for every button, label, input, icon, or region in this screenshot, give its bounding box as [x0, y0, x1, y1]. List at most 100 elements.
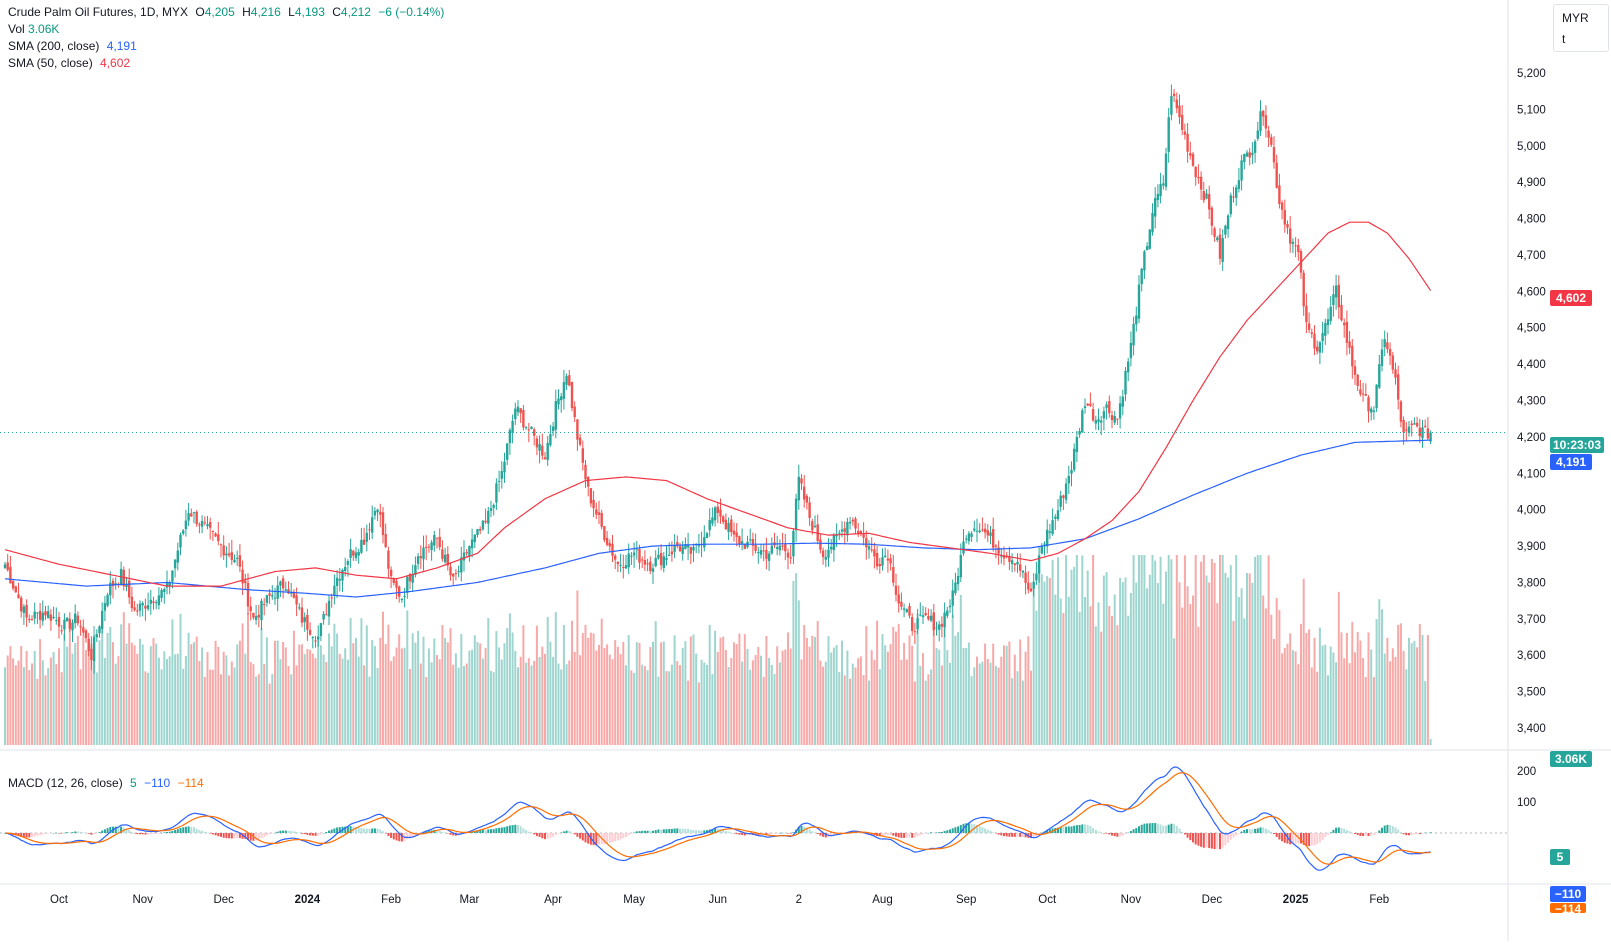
candle-body [217, 534, 220, 541]
candle-body [967, 533, 971, 542]
macd-histogram-bar [357, 827, 360, 833]
volume-bar [1043, 581, 1046, 745]
candle-body [195, 511, 198, 525]
price-tick-label: 4,400 [1517, 359, 1546, 371]
macd-histogram-bar [484, 829, 487, 833]
volume-bar [79, 669, 82, 745]
volume-bar [195, 636, 198, 745]
time-tick-label: Oct [1038, 894, 1057, 906]
volume-bar [751, 660, 754, 745]
volume-bar [368, 676, 371, 745]
volume-bar [201, 647, 204, 745]
volume-bar [1078, 611, 1081, 745]
volume-bar [1259, 555, 1262, 745]
close-value: 4,212 [340, 5, 371, 19]
volume-bar [465, 663, 468, 745]
sma200-legend[interactable]: SMA (200, close) 4,191 [8, 38, 137, 55]
macd-histogram-bar [1310, 833, 1313, 846]
volume-bar [803, 625, 806, 745]
candle-body [1191, 153, 1195, 166]
sma50-legend[interactable]: SMA (50, close) 4,602 [8, 55, 130, 72]
volume-bar [349, 617, 352, 745]
volume-bar [1008, 641, 1011, 745]
volume-bar [962, 648, 965, 745]
macd-label: MACD (12, 26, close) [8, 776, 123, 790]
currency-unit-selector[interactable]: MYR t [1553, 4, 1609, 52]
candle-body [840, 529, 844, 532]
candle-body [592, 499, 595, 509]
candle-body [797, 476, 800, 501]
candle-body [249, 606, 252, 612]
candle-body [1364, 394, 1367, 396]
volume-bar [862, 675, 865, 745]
countdown-tag: 10:23:03 [1550, 437, 1604, 453]
volume-bar [425, 677, 428, 745]
volume-bar [1283, 647, 1286, 745]
macd-histogram-bar [1259, 827, 1262, 833]
macd-histogram-bar [622, 833, 625, 839]
macd-histogram-bar [781, 832, 784, 834]
candle-body [554, 401, 557, 430]
macd-histogram-bar [1345, 830, 1348, 833]
candle-body [1286, 224, 1289, 228]
volume-bar [722, 636, 725, 745]
candle-body [838, 532, 841, 534]
volume-bar [1178, 582, 1181, 745]
volume-legend[interactable]: Vol 3.06K [8, 21, 59, 38]
candle-body [408, 573, 412, 582]
candle-body [1167, 117, 1170, 152]
macd-histogram-bar [954, 827, 957, 833]
volume-bar [508, 613, 511, 745]
candle-body [946, 610, 949, 616]
volume-bar [47, 667, 50, 745]
macd-histogram-bar [1135, 828, 1138, 833]
candle-body [1197, 177, 1200, 179]
macd-histogram-bar [298, 832, 301, 834]
volume-bar [484, 647, 487, 745]
candle-body [832, 534, 836, 551]
macd-histogram-bar [1429, 832, 1432, 833]
volume-bar [959, 594, 962, 745]
candle-body [211, 530, 215, 532]
volume-bar [727, 666, 730, 745]
macd-histogram-bar [338, 827, 341, 833]
candle-body [1353, 366, 1357, 375]
candle-body [1205, 193, 1208, 199]
macd-histogram-bar [452, 833, 455, 836]
candle-body [1002, 555, 1006, 559]
candle-body [155, 602, 158, 604]
macd-histogram-bar [427, 830, 430, 833]
macd-histogram-bar [1262, 827, 1265, 833]
macd-tick-label: 100 [1517, 797, 1536, 809]
macd-histogram-bar [576, 833, 579, 837]
macd-histogram-bar [411, 833, 414, 837]
volume-bar [1343, 658, 1346, 745]
candle-body [1243, 154, 1246, 163]
candle-body [862, 534, 865, 538]
candle-body [1267, 130, 1270, 138]
candle-body [1021, 570, 1025, 573]
volume-bar [222, 651, 225, 745]
macd-histogram-bar [376, 828, 379, 833]
candle-body [49, 614, 53, 621]
macd-legend[interactable]: MACD (12, 26, close) 5 −110 −114 [8, 775, 204, 792]
volume-bar [1005, 645, 1008, 745]
candle-body [1399, 401, 1403, 422]
candle-body [506, 443, 509, 460]
macd-histogram-bar [176, 829, 179, 833]
macd-histogram-bar [31, 833, 33, 838]
macd-histogram-bar [819, 833, 822, 836]
candle-body [357, 551, 360, 556]
macd-histogram-bar [970, 823, 973, 833]
candle-body [608, 543, 611, 547]
macd-histogram-bar [579, 833, 582, 839]
macd-histogram-bar [1286, 833, 1289, 844]
volume-bar [824, 661, 827, 745]
macd-histogram-bar [1394, 827, 1397, 833]
macd-histogram-bar [311, 833, 314, 836]
candle-body [535, 438, 539, 448]
candle-body [1348, 341, 1351, 348]
candle-body [686, 544, 690, 548]
